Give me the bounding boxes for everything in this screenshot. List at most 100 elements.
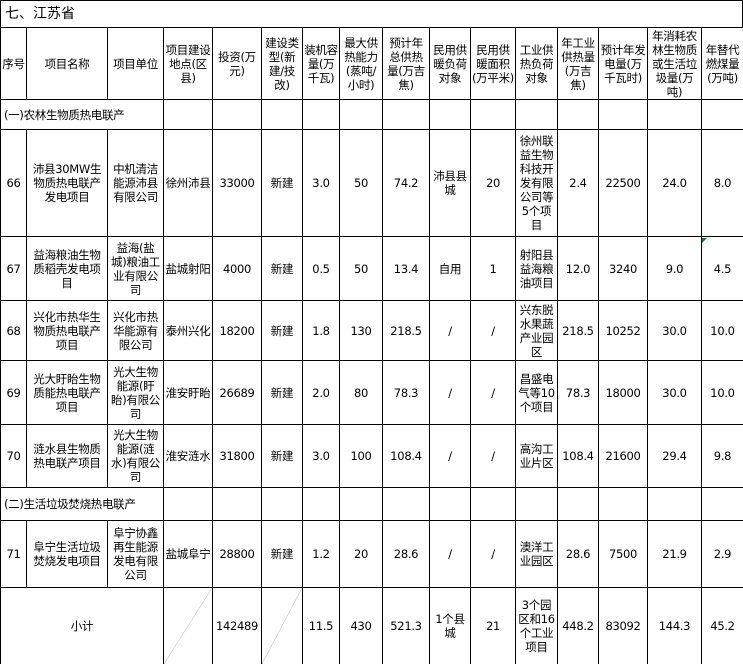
column-header: 预计年总供热量(万吉焦) [382,27,430,100]
table-cell: 28.6 [557,520,599,588]
empty-cell [382,487,430,521]
column-header: 民用供暖面积(万平米) [470,27,516,100]
table-cell: 新建 [261,520,303,588]
table-cell: 4.5 [701,236,743,301]
table-cell: 13.4 [382,236,430,301]
section-label: (二)生活垃圾焚烧热电联产 [0,487,164,521]
header-row: 序号 项目名称 项目单位 项目建设地点(区县) 投资(万元) 建设类型(新建/技改) 装机容… [0,27,743,100]
table-cell: 光大盱眙生物质能热电联产项目 [26,360,108,425]
table-cell: 沛县县城 [429,129,471,237]
subtotal-row: 小计 142489 11.5 430 521.3 1个县城 21 3个园区和16个工业项目 44… [0,587,743,664]
table-cell: 74.2 [382,129,430,237]
table-cell: 徐州联益生物科技开发有限公司等5个项目 [515,129,558,237]
column-header: 最大供热能力(蒸吨/小时) [339,27,383,100]
table-cell: 光大生物能源(涟水)有限公司 [107,424,164,488]
table-cell: 新建 [261,129,303,237]
table-cell: 66 [0,129,27,237]
table-cell: 淮安涟水 [163,424,213,488]
table-cell: / [429,424,471,488]
empty-cell [339,487,383,521]
empty-cell [302,487,340,521]
empty-cell [302,99,340,130]
column-header: 序号 [0,27,27,100]
subtotal-civil-area: 21 [470,587,516,664]
empty-cell [515,99,558,130]
empty-cell [212,99,262,130]
empty-cell [261,487,303,521]
subtotal-civil-target: 1个县城 [429,587,471,664]
diagonal-cell [163,587,213,664]
table-cell: 阜宁协鑫再生能源发电有限公司 [107,520,164,588]
table-row: 68 兴化市热华生物质热电联产项目 兴化市热华能源有限公司 泰州兴化 18200 新建 1.… [0,300,743,361]
subtotal-industrial-target: 3个园区和16个工业项目 [515,587,558,664]
subtotal-biomass: 144.3 [647,587,702,664]
project-table: 序号 项目名称 项目单位 项目建设地点(区县) 投资(万元) 建设类型(新建/技改) 装机容… [0,27,743,664]
empty-cell [163,487,213,521]
column-header: 年消耗农林生物质或生活垃圾量(万吨) [647,27,702,100]
subtotal-total-heat: 521.3 [382,587,430,664]
table-cell: 30.0 [647,360,702,425]
empty-cell [470,99,516,130]
table-cell: 50 [339,129,383,237]
table-cell: 中机清洁能源沛县有限公司 [107,129,164,237]
table-cell: 沛县30MW生物质热电联产发电项目 [26,129,108,237]
table-cell: 3240 [598,236,648,301]
empty-cell [598,487,648,521]
empty-cell [557,99,599,130]
table-cell: 新建 [261,236,303,301]
table-cell: 射阳县益海粮油项目 [515,236,558,301]
table-cell: 28.6 [382,520,430,588]
table-cell: 3.0 [302,424,340,488]
section-row: (二)生活垃圾焚烧热电联产 [0,487,743,521]
table-row: 71 阜宁生活垃圾焚烧发电项目 阜宁协鑫再生能源发电有限公司 盐城阜宁 28800 新建 1… [0,520,743,588]
column-header: 项目单位 [107,27,164,100]
table-cell: 7500 [598,520,648,588]
empty-cell [429,487,471,521]
table-cell: 兴东脱水果蔬产业园区 [515,300,558,361]
table-cell: 高沟工业片区 [515,424,558,488]
table-cell: 兴化市热华生物质热电联产项目 [26,300,108,361]
table-cell: 78.3 [557,360,599,425]
table-cell: 徐州沛县 [163,129,213,237]
table-cell: 2.4 [557,129,599,237]
table-cell: / [470,424,516,488]
column-header: 民用供暖负荷对象 [429,27,471,100]
table-cell: 70 [0,424,27,488]
table-cell: / [429,300,471,361]
table-cell: 1.8 [302,300,340,361]
column-header: 年工业供热量(万吉焦) [557,27,599,100]
table-cell: 澳洋工业园区 [515,520,558,588]
table-cell: / [470,300,516,361]
empty-cell [470,487,516,521]
table-cell: 2.9 [701,520,743,588]
table-cell: 涟水县生物质热电联产项目 [26,424,108,488]
table-row: 66 沛县30MW生物质热电联产发电项目 中机清洁能源沛县有限公司 徐州沛县 33000… [0,129,743,237]
table-cell: 21600 [598,424,648,488]
empty-cell [701,487,743,521]
table-cell: 3.0 [302,129,340,237]
table-cell: 20 [470,129,516,237]
table-cell: 80 [339,360,383,425]
table-row: 70 涟水县生物质热电联产项目 光大生物能源(涟水)有限公司 淮安涟水 31800 新建 3… [0,424,743,488]
subtotal-capacity: 11.5 [302,587,340,664]
table-cell: 益海粮油生物质稻壳发电项目 [26,236,108,301]
table-cell: 0.5 [302,236,340,301]
table-cell: 218.5 [382,300,430,361]
diagonal-cell [261,587,303,664]
table-cell: 108.4 [557,424,599,488]
table-cell: 益海(盐城)粮油工业有限公司 [107,236,164,301]
table-cell: 218.5 [557,300,599,361]
empty-cell [647,99,702,130]
table-cell: 盐城射阳 [163,236,213,301]
province-title: 七、江苏省 [0,0,743,27]
table-cell: 50 [339,236,383,301]
table-cell: 130 [339,300,383,361]
table-cell: 67 [0,236,27,301]
table-cell: 兴化市热华能源有限公司 [107,300,164,361]
subtotal-coal: 45.2 [701,587,743,664]
section-label: (一)农林生物质热电联产 [0,99,164,130]
empty-cell [701,99,743,130]
cell-comment-marker [702,238,707,243]
table-cell: 8.0 [701,129,743,237]
